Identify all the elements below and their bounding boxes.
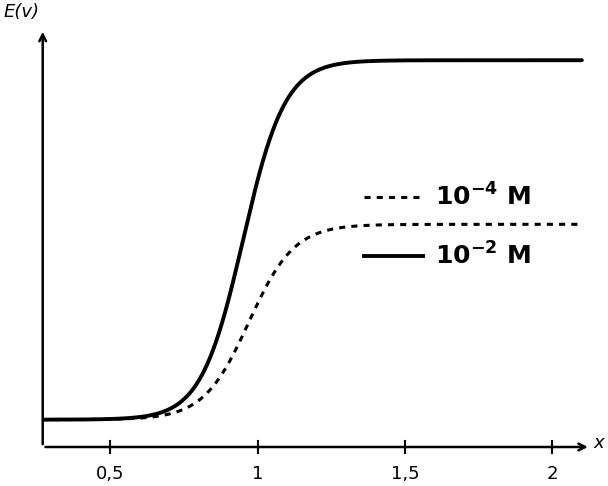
Text: x: x [593, 434, 604, 452]
Text: $\mathbf{10^{-2}}$ $\mathbf{M}$: $\mathbf{10^{-2}}$ $\mathbf{M}$ [435, 242, 530, 269]
Text: 1: 1 [252, 465, 263, 483]
Text: $\mathbf{10^{-4}}$ $\mathbf{M}$: $\mathbf{10^{-4}}$ $\mathbf{M}$ [435, 183, 530, 210]
Text: 2: 2 [547, 465, 558, 483]
Text: 1,5: 1,5 [391, 465, 420, 483]
Text: E(v): E(v) [4, 3, 40, 21]
Text: 0,5: 0,5 [96, 465, 125, 483]
